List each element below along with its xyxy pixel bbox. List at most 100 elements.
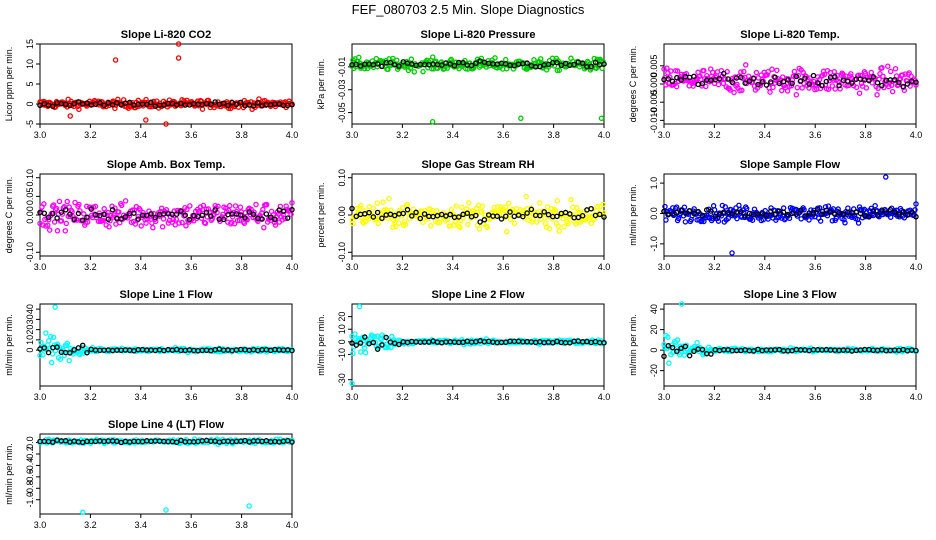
data-point — [856, 90, 863, 96]
y-tick-label: -0.010 — [649, 108, 659, 134]
data-point — [354, 205, 360, 212]
data-point — [352, 331, 358, 337]
y-tick-label: 20 — [649, 325, 659, 335]
reference-point — [169, 211, 176, 218]
y-tick-label: 5 — [25, 81, 35, 86]
panel-title: Slope Gas Stream RH — [421, 159, 534, 171]
data-point — [727, 87, 733, 93]
data-point — [241, 220, 248, 227]
x-tick-label: 3.8 — [547, 392, 560, 402]
outlier-point — [175, 41, 182, 47]
reference-point — [101, 102, 107, 109]
outlier-point — [163, 507, 169, 513]
data-point — [806, 217, 812, 223]
reference-point — [237, 212, 244, 218]
reference-point — [541, 209, 547, 215]
x-tick-label: 3.6 — [497, 392, 510, 402]
panel-title: Slope Line 2 Flow — [432, 289, 525, 301]
data-point — [410, 206, 417, 212]
reference-point — [498, 216, 505, 222]
data-point — [507, 216, 514, 223]
reference-point — [75, 99, 82, 105]
reference-point — [699, 80, 706, 87]
reference-point — [896, 212, 902, 218]
data-point — [505, 200, 512, 207]
reference-point — [84, 100, 90, 106]
y-tick-label: 0.000 — [649, 73, 659, 96]
data-point — [350, 350, 356, 357]
reference-point — [391, 212, 398, 219]
y-axis-label: kPa per min. — [316, 59, 326, 110]
reference-point — [823, 78, 830, 85]
reference-point — [571, 61, 577, 68]
data-point — [565, 220, 571, 227]
data-point — [817, 218, 824, 224]
data-point — [484, 224, 490, 231]
x-tick-label: 3.0 — [658, 262, 671, 272]
reference-point — [567, 211, 573, 217]
y-axis-label: ml/min per min. — [316, 314, 326, 376]
scatter-series — [37, 41, 295, 127]
x-tick-label: 3.4 — [447, 130, 460, 140]
reference-point — [891, 77, 898, 83]
reference-point — [272, 216, 278, 223]
data-point — [289, 199, 295, 206]
data-point — [839, 70, 845, 76]
outlier-point — [143, 117, 149, 123]
data-point — [375, 220, 382, 227]
reference-point — [186, 216, 193, 223]
data-point — [237, 204, 244, 210]
reference-point — [41, 345, 48, 351]
data-point — [64, 198, 70, 205]
x-tick-label: 4.0 — [598, 262, 611, 272]
reference-point — [686, 74, 693, 81]
reference-point — [601, 214, 607, 220]
y-tick-label: 10 — [25, 335, 35, 345]
x-tick-label: 3.0 — [34, 520, 47, 530]
reference-point — [793, 211, 800, 217]
reference-point — [460, 59, 466, 66]
reference-point — [456, 214, 462, 220]
data-point — [76, 201, 82, 208]
outlier-point — [246, 503, 252, 509]
reference-point — [891, 209, 898, 215]
reference-point — [212, 99, 218, 105]
y-tick-label: 0 — [25, 101, 35, 106]
data-point — [50, 202, 57, 208]
data-point — [56, 198, 63, 205]
reference-point — [242, 215, 248, 221]
data-point — [722, 204, 729, 210]
reference-point — [203, 209, 210, 216]
reference-point — [686, 208, 693, 214]
reference-series — [37, 99, 295, 110]
reference-point — [588, 63, 594, 70]
data-point — [478, 208, 485, 215]
y-tick-label: 0.10 — [25, 169, 35, 187]
data-point — [200, 202, 207, 209]
reference-point — [387, 59, 394, 66]
x-tick-label: 3.0 — [346, 392, 359, 402]
data-point — [459, 204, 465, 211]
y-tick-label: 0.005 — [649, 55, 659, 78]
reference-point — [797, 207, 804, 214]
reference-point — [233, 101, 240, 108]
outlier-point — [518, 115, 524, 122]
data-point — [568, 196, 574, 203]
reference-point — [780, 78, 787, 85]
reference-point — [267, 214, 274, 220]
data-point — [574, 204, 580, 211]
reference-point — [45, 349, 52, 356]
data-point — [681, 204, 688, 210]
y-tick-label: 0.0 — [649, 207, 659, 220]
x-tick-label: 3.4 — [759, 130, 772, 140]
x-tick-label: 3.6 — [185, 130, 198, 140]
data-point — [173, 216, 179, 222]
data-point — [561, 223, 567, 230]
reference-point — [832, 74, 838, 80]
data-point — [46, 338, 52, 344]
data-point — [170, 216, 177, 223]
reference-point — [806, 81, 812, 87]
x-tick-label: 4.0 — [286, 392, 299, 402]
x-tick-label: 3.2 — [396, 262, 409, 272]
reference-point — [41, 210, 48, 217]
